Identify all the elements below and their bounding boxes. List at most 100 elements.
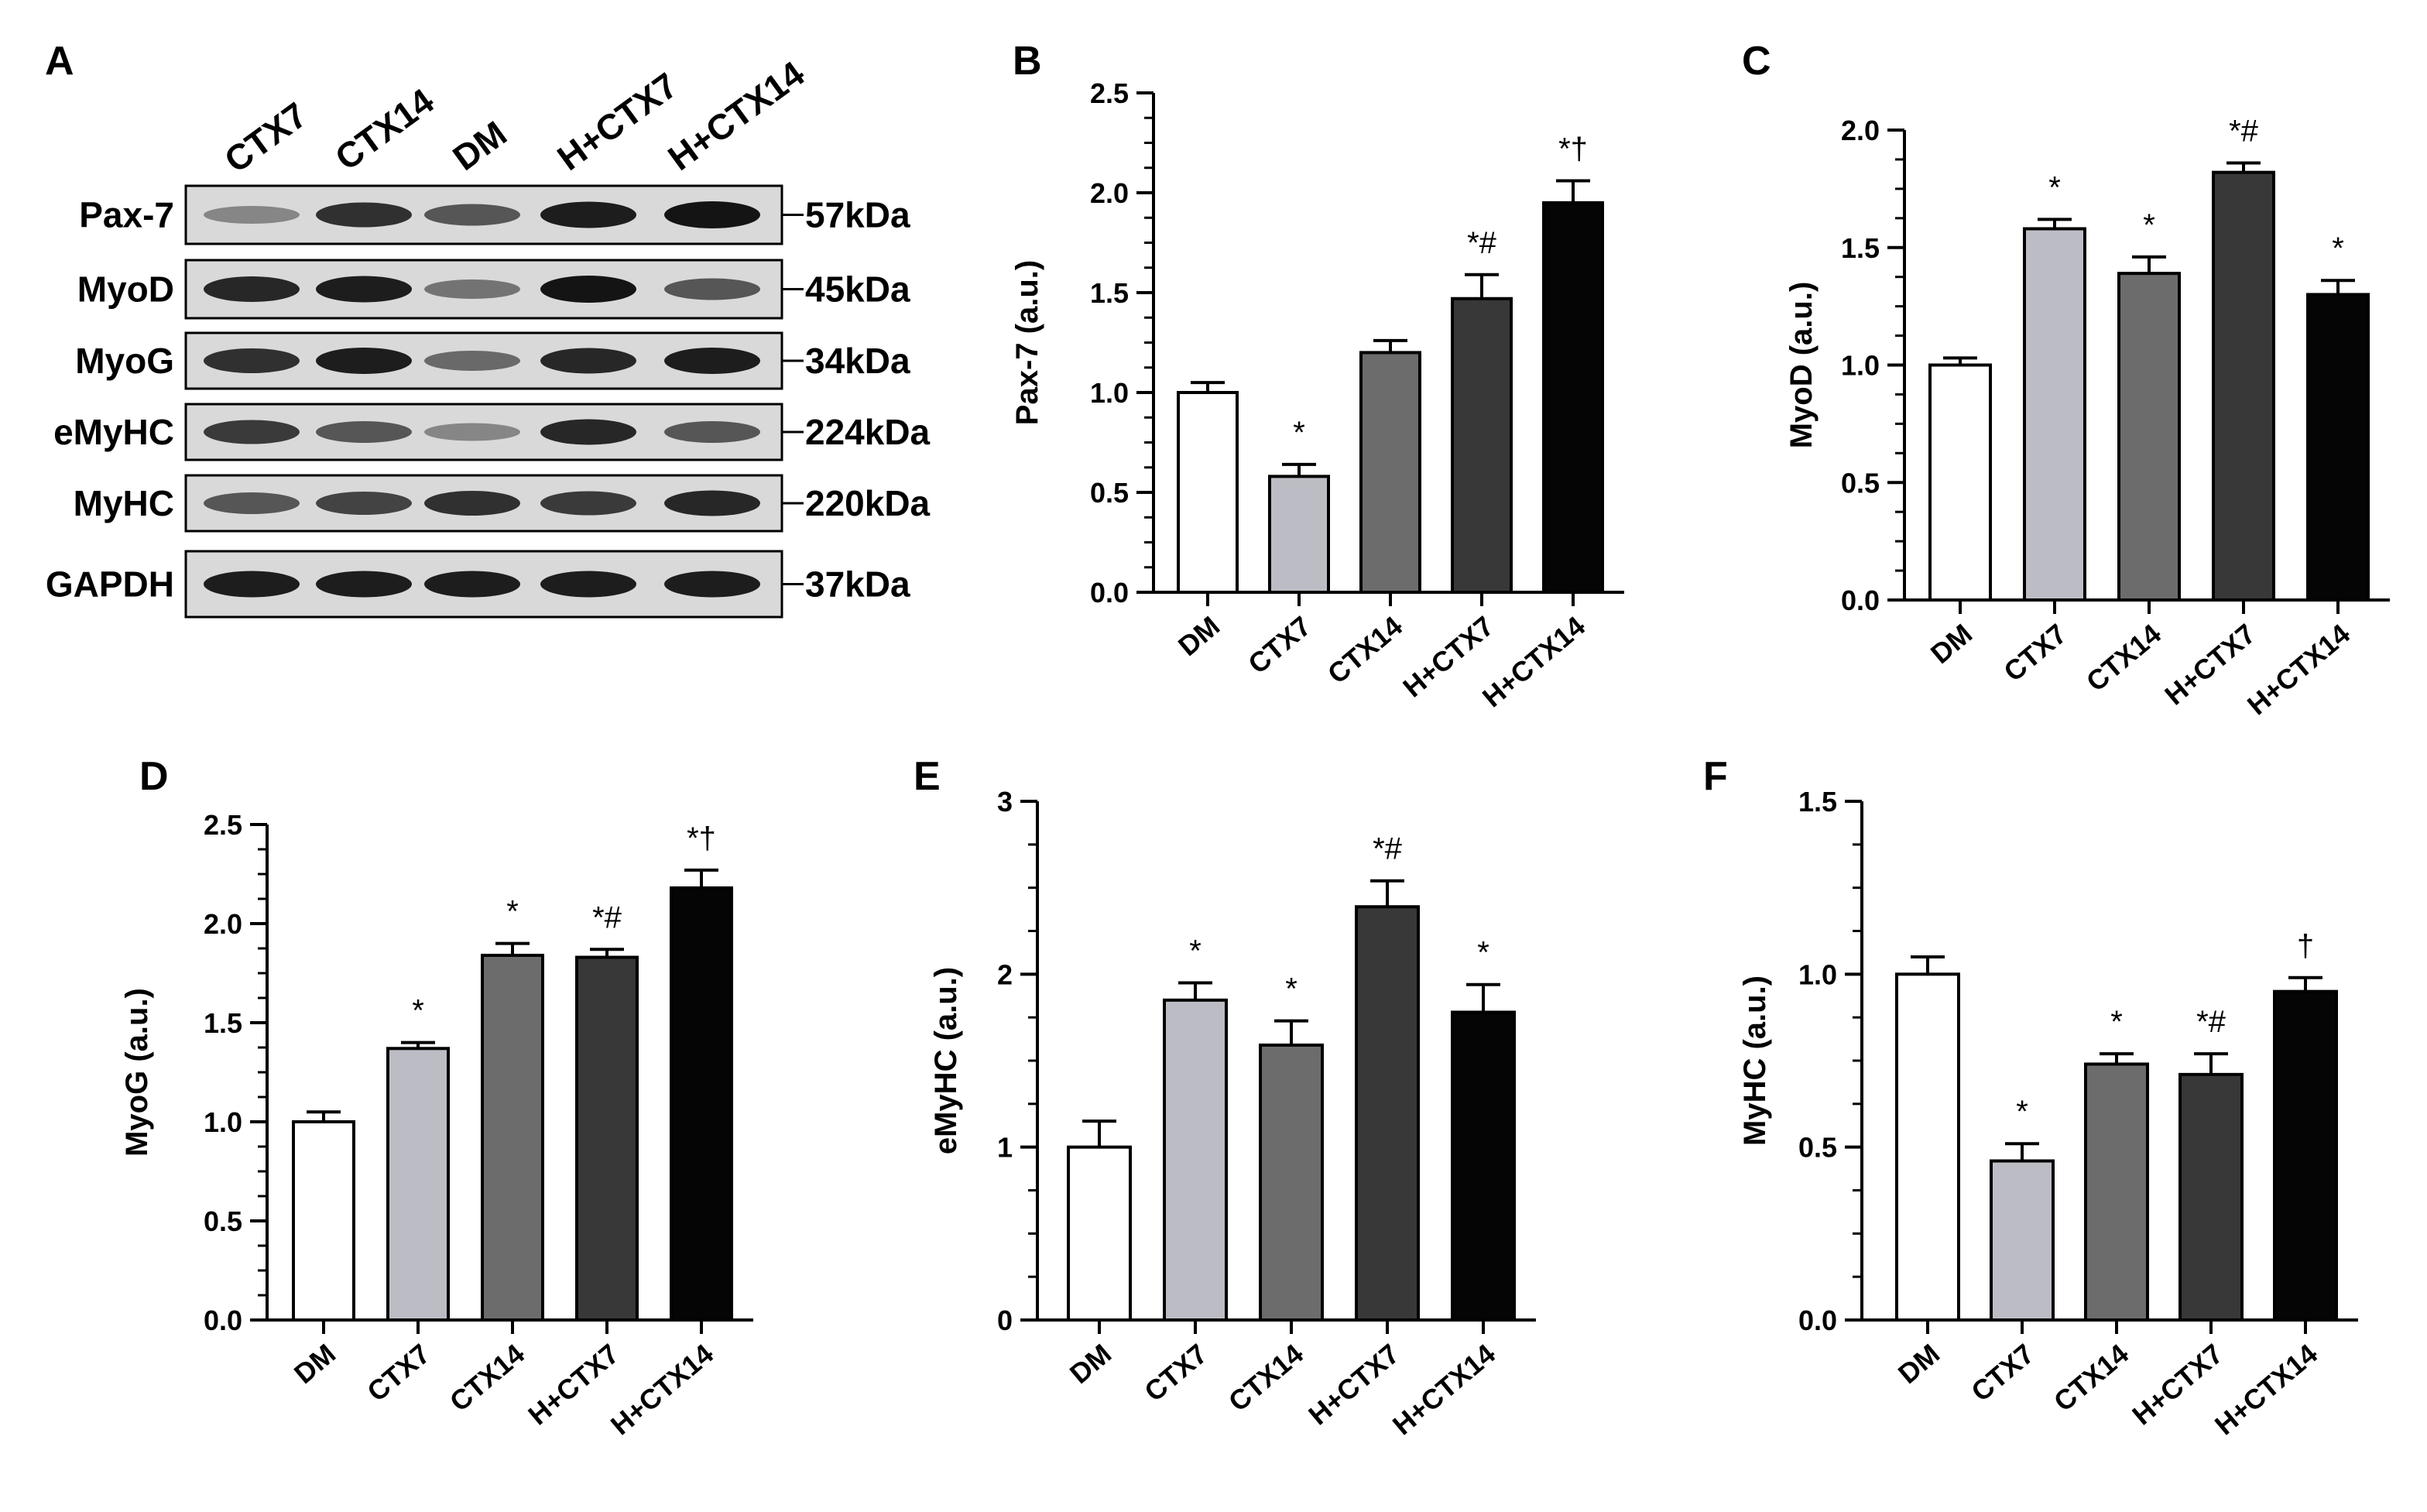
wb-band [664,201,760,228]
category-label: CTX14 [1321,610,1408,690]
category-label: CTX14 [2048,1338,2134,1418]
y-tick-label: 0.0 [1841,585,1880,616]
panel-letter-c: C [1742,39,1771,84]
wb-band [664,348,760,374]
category-label: CTX7 [1965,1338,2040,1408]
significance-annotation: * [2048,170,2061,204]
wb-band [540,276,636,303]
wb-band [204,276,300,302]
significance-annotation: * [1285,972,1297,1006]
category-label: CTX14 [2080,618,2167,698]
wb-band [664,571,760,598]
western-blot-panel: CTX7 CTX14 DM H+CTX7 H+CTX14 Pax-7 57kDa M… [46,53,931,619]
bar-h-ctx7 [2212,170,2275,602]
wb-lane-label: H+CTX14 [660,53,811,178]
panel-letter-b: B [1013,39,1042,84]
wb-band [540,201,636,228]
chart-panel-f: 0.0 0.5 1.0 1.5 MyHC (a.u.) DM CTX7 * CTX14 * H+CT… [1738,786,2358,1441]
y-tick-label: 2.0 [204,908,242,940]
category-label: DM [288,1338,341,1390]
wb-band [316,421,412,443]
y-tick-label: 0.0 [1090,577,1129,609]
significance-annotation: * [2110,1005,2123,1039]
bar-h-ctx14 [2273,989,2338,1322]
y-tick-label: 0.5 [1090,477,1129,509]
bar-h-ctx14 [1451,1010,1516,1322]
y-axis-title: Pax-7 (a.u.) [1010,260,1044,425]
wb-band [204,571,300,598]
significance-annotation: *# [592,900,622,934]
y-tick-label: 0.0 [1798,1305,1837,1336]
significance-annotation: *# [2196,1005,2226,1039]
wb-band [540,491,636,516]
wb-kda-label: 34kDa [805,341,910,381]
significance-annotation: *# [1467,226,1497,260]
category-label: CTX7 [361,1338,436,1408]
wb-band [540,571,636,598]
category-label: CTX14 [444,1338,530,1418]
wb-band [424,423,520,441]
wb-protein-label: Pax-7 [79,195,174,235]
y-tick-label: 1.0 [204,1106,242,1138]
wb-kda-label: 224kDa [805,412,931,452]
significance-annotation: *† [687,821,716,855]
bar-h-ctx14 [2306,293,2370,602]
wb-band [424,204,520,226]
category-label: H+CTX14 [2241,618,2356,722]
y-tick-label: 0.5 [1841,467,1880,499]
y-tick-label: 2.5 [204,809,242,841]
wb-protein-label: MyHC [74,483,174,523]
wb-lane-label: CTX7 [217,94,314,180]
category-label: H+CTX14 [1476,610,1591,714]
significance-annotation: *# [2229,114,2259,148]
wb-row-pax-7: Pax-7 57kDa [79,184,910,245]
western-blot-rows: Pax-7 57kDa MyoD 45kDa MyoG 34kDa eMyHC 224kDa M… [46,184,931,619]
category-label: H+CTX14 [2209,1338,2323,1442]
y-tick-label: 3 [997,786,1013,818]
category-label: DM [1925,618,1978,670]
bar-h-ctx7 [2178,1072,2244,1322]
bar-h-ctx14 [1542,201,1604,594]
wb-lane-label: H+CTX7 [550,65,684,179]
category-label: DM [1064,1338,1117,1390]
bar-dm [292,1120,355,1322]
y-tick-label: 1 [997,1132,1013,1164]
bar-ctx7 [386,1047,450,1322]
category-label: CTX7 [1997,618,2072,688]
category-label: H+CTX14 [605,1338,719,1442]
wb-band [424,351,520,371]
wb-band [204,420,300,444]
panel-letter-f: F [1703,754,1728,799]
wb-row-emyhc: eMyHC 224kDa [53,403,931,461]
wb-kda-label: 37kDa [805,564,910,605]
bar-h-ctx14 [670,886,733,1322]
significance-annotation: * [2332,231,2344,266]
y-tick-label: 2 [997,958,1013,990]
wb-lane-label: DM [445,113,513,178]
wb-row-myog: MyoG 34kDa [75,331,910,390]
wb-row-myhc: MyHC 220kDa [74,474,931,533]
category-label: CTX7 [1242,610,1317,681]
wb-band [424,279,520,299]
wb-band [540,419,636,445]
bar-h-ctx7 [575,955,639,1322]
y-tick-label: 2.0 [1841,115,1880,146]
y-axis-title: MyoD (a.u.) [1784,282,1819,449]
wb-band [316,348,412,374]
bar-ctx14 [2084,1062,2149,1322]
y-tick-label: 1.0 [1090,377,1129,409]
significance-annotation: * [1189,934,1202,969]
wb-band [316,202,412,228]
significance-annotation: *† [1558,132,1588,166]
significance-annotation: *# [1373,832,1403,866]
wb-row-myod: MyoD 45kDa [77,259,910,320]
y-tick-label: 0 [997,1305,1013,1336]
wb-band [316,492,412,515]
significance-annotation: * [1477,936,1489,970]
significance-annotation: * [1293,416,1305,450]
significance-annotation: * [506,895,519,929]
y-tick-label: 1.5 [1798,786,1837,818]
bar-ctx7 [1990,1159,2055,1322]
y-tick-label: 2.0 [1090,177,1129,209]
